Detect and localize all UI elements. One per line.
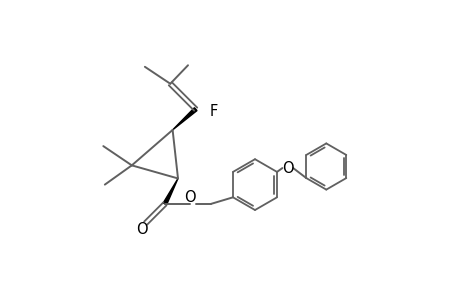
Polygon shape bbox=[163, 178, 178, 205]
Text: O: O bbox=[184, 190, 196, 205]
Text: O: O bbox=[281, 160, 293, 175]
Text: F: F bbox=[209, 104, 218, 119]
Polygon shape bbox=[172, 108, 196, 130]
Text: O: O bbox=[136, 222, 147, 237]
